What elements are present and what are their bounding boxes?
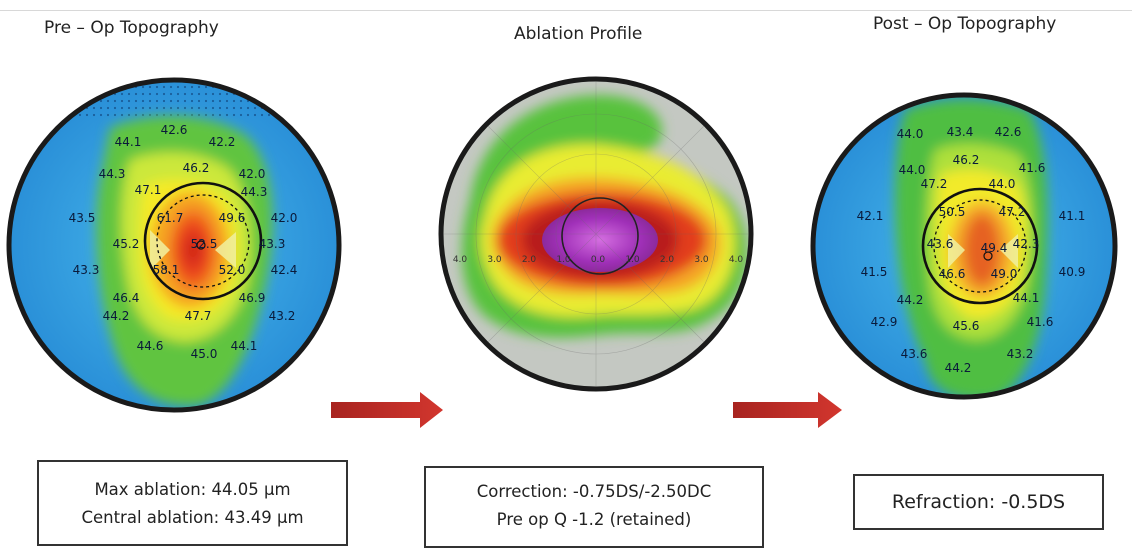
pre-op-dashed-circle xyxy=(156,194,250,288)
ablation-axis-ticks: 4.0 3.0 2.0 1.0 0.0 1.0 2.0 3.0 4.0 xyxy=(453,255,744,265)
post_map-value-label: 44.2 xyxy=(945,361,972,375)
pre-op-value-labels: 42.644.1 42.246.244.3 42.047.1 44.361.7 49.6… xyxy=(69,123,298,361)
pre_map-value-label: 58.1 xyxy=(153,263,180,277)
post_map-value-label: 44.1 xyxy=(1013,291,1040,305)
correction-box: Correction: -0.75DS/-2.50DC Pre op Q -1.… xyxy=(424,466,764,548)
refraction-box: Refraction: -0.5DS xyxy=(853,474,1104,530)
ablation-axis-tick-label: 2.0 xyxy=(660,255,675,265)
post-op-outer-ring xyxy=(810,92,1118,400)
post_map-value-label: 44.2 xyxy=(897,293,924,307)
post_map-value-label: 42.1 xyxy=(857,209,884,223)
pre_map-value-label: 43.5 xyxy=(69,211,96,225)
post_map-value-label: 44.0 xyxy=(989,177,1016,191)
post_map-value-label: 47.2 xyxy=(921,177,948,191)
post-op-value-labels: 43.444.0 42.646.244.0 41.647.2 44.050.5 47.2… xyxy=(857,125,1086,375)
pre_map-value-label: 44.3 xyxy=(241,185,268,199)
post_map-value-label: 41.1 xyxy=(1059,209,1086,223)
arrow-ablation-to-post xyxy=(733,392,842,428)
ablation-outer-ring xyxy=(438,76,754,392)
post_map-value-label: 42.9 xyxy=(871,315,898,329)
pre-op-color-fill xyxy=(9,80,339,410)
pre_map-value-label: 44.1 xyxy=(115,135,142,149)
arrow-pre-to-ablation xyxy=(331,392,443,428)
post_map-value-label: 45.6 xyxy=(953,319,980,333)
ablation-axis-tick-label: 1.0 xyxy=(625,255,640,265)
pre-op-center-mark xyxy=(196,240,206,250)
pre-op-map: 42.644.1 42.246.244.3 42.047.1 44.361.7 49.6… xyxy=(6,77,342,413)
pre_map-value-label: 42.6 xyxy=(161,123,188,137)
pre_map-value-label: 46.4 xyxy=(113,291,140,305)
pre-op-outer-ring xyxy=(6,77,342,413)
pre_map-value-label: 42.0 xyxy=(271,211,298,225)
ablation-axis-tick-label: 4.0 xyxy=(729,255,744,265)
pre_map-value-label: 45.2 xyxy=(113,237,140,251)
ablation-color-fill xyxy=(441,79,751,389)
central-ablation-text: Central ablation: 43.49 µm xyxy=(81,508,304,527)
pre_map-value-label: 43.3 xyxy=(73,263,100,277)
post_map-value-label: 47.2 xyxy=(999,205,1026,219)
post_map-value-label: 42.6 xyxy=(995,125,1022,139)
pre-op-zone-circle xyxy=(143,181,263,301)
post_map-value-label: 41.6 xyxy=(1027,315,1054,329)
pre-op-heading: Pre – Op Topography xyxy=(44,18,219,38)
pre_map-value-label: 45.0 xyxy=(191,347,218,361)
pre_map-value-label: 46.9 xyxy=(239,291,266,305)
post_map-value-label: 44.0 xyxy=(899,163,926,177)
pre_map-value-label: 43.2 xyxy=(269,309,296,323)
pre_map-value-label: 47.1 xyxy=(135,183,162,197)
post_map-value-label: 42.3 xyxy=(1013,237,1040,251)
pre_map-value-label: 46.2 xyxy=(183,161,210,175)
post-op-map: 43.444.0 42.646.244.0 41.647.2 44.050.5 47.2… xyxy=(810,92,1118,400)
post_map-value-label: 46.6 xyxy=(939,267,966,281)
post_map-value-label: 44.0 xyxy=(897,127,924,141)
correction-text: Correction: -0.75DS/-2.50DC xyxy=(476,482,712,501)
ablation-axis-tick-label: 2.0 xyxy=(522,255,537,265)
pre_map-value-label: 52.0 xyxy=(219,263,246,277)
pre-op-q-text: Pre op Q -1.2 (retained) xyxy=(496,510,692,529)
post_map-value-label: 49.4 xyxy=(981,241,1008,255)
pre_map-value-label: 49.6 xyxy=(219,211,246,225)
post_map-value-label: 40.9 xyxy=(1059,265,1086,279)
pre_map-value-label: 44.3 xyxy=(99,167,126,181)
post_map-value-label: 46.2 xyxy=(953,153,980,167)
pre_map-value-label: 42.4 xyxy=(271,263,298,277)
post_map-value-label: 43.6 xyxy=(901,347,928,361)
post_map-value-label: 43.4 xyxy=(947,125,974,139)
pre_map-value-label: 61.7 xyxy=(157,211,184,225)
ablation-heading: Ablation Profile xyxy=(514,24,643,44)
post-op-heading: Post – Op Topography xyxy=(873,14,1057,34)
pre_map-value-label: 47.7 xyxy=(185,309,212,323)
ablation-axis-tick-label: 0.0 xyxy=(591,255,606,265)
pre-op-ablation-box: Max ablation: 44.05 µm Central ablation:… xyxy=(37,460,348,546)
post_map-value-label: 50.5 xyxy=(939,205,966,219)
post_map-value-label: 41.5 xyxy=(861,265,888,279)
post_map-value-label: 43.2 xyxy=(1007,347,1034,361)
ablation-zone-circle xyxy=(561,197,639,275)
post-op-zone-circle xyxy=(921,187,1039,305)
ablation-axis-tick-label: 3.0 xyxy=(694,255,709,265)
pre_map-value-label: 52.5 xyxy=(191,237,218,251)
post-op-color-fill xyxy=(813,95,1115,397)
ablation-axis-tick-label: 4.0 xyxy=(453,255,468,265)
post-op-dashed-circle xyxy=(933,199,1027,293)
ablation-axis-tick-label: 3.0 xyxy=(487,255,502,265)
pre_map-value-label: 42.0 xyxy=(239,167,266,181)
refraction-text: Refraction: -0.5DS xyxy=(891,491,1066,513)
pre_map-value-label: 42.2 xyxy=(209,135,236,149)
pre_map-value-label: 44.1 xyxy=(231,339,258,353)
ablation-axis-tick-label: 1.0 xyxy=(556,255,571,265)
top-rule xyxy=(0,10,1132,11)
post-op-center-mark xyxy=(983,251,993,261)
post_map-value-label: 49.0 xyxy=(991,267,1018,281)
pre_map-value-label: 44.2 xyxy=(103,309,130,323)
pre_map-value-label: 44.6 xyxy=(137,339,164,353)
max-ablation-text: Max ablation: 44.05 µm xyxy=(94,480,291,499)
post_map-value-label: 43.6 xyxy=(927,237,954,251)
ablation-purple-core xyxy=(542,208,658,272)
post_map-value-label: 41.6 xyxy=(1019,161,1046,175)
pre_map-value-label: 43.3 xyxy=(259,237,286,251)
ablation-map: 4.0 3.0 2.0 1.0 0.0 1.0 2.0 3.0 4.0 xyxy=(438,76,754,392)
